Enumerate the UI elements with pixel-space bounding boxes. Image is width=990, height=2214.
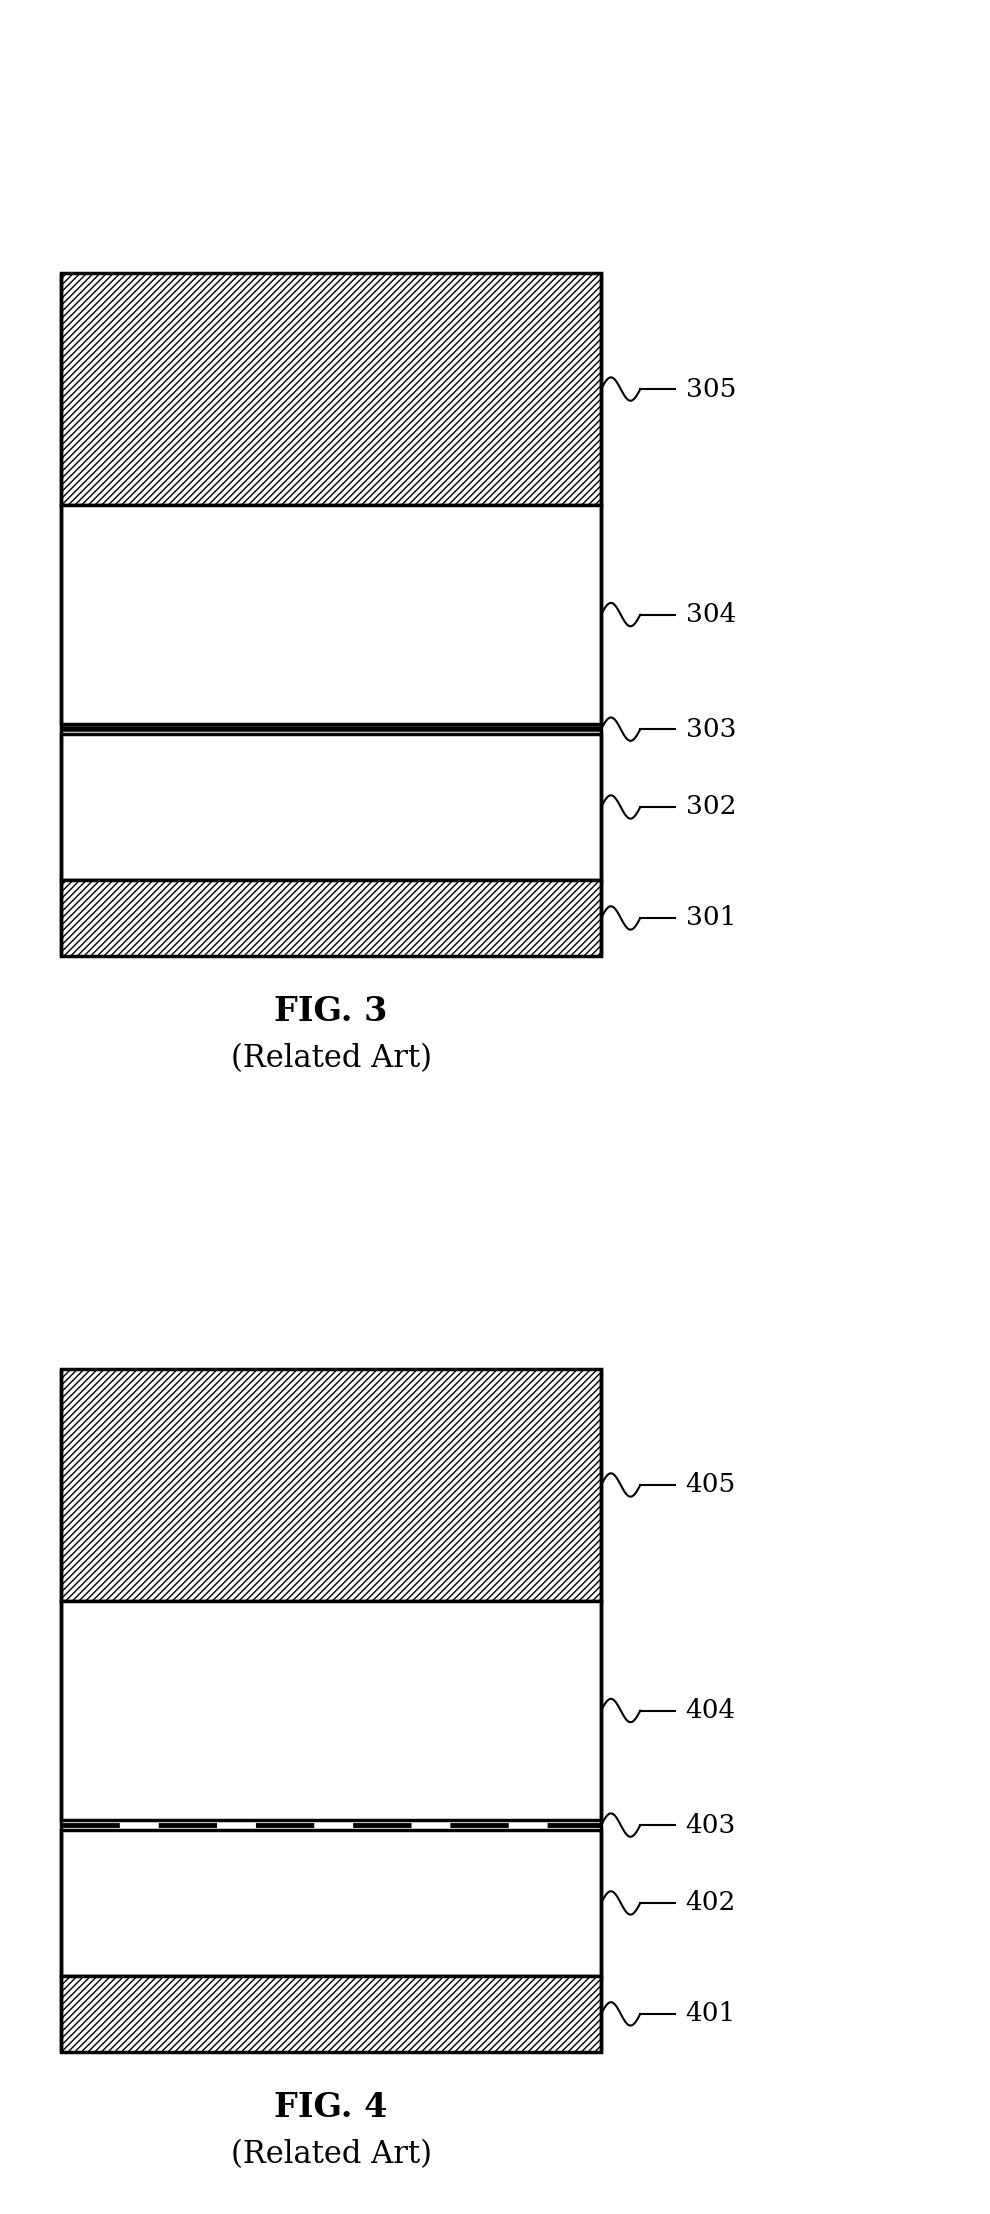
Text: (Related Art): (Related Art) — [231, 2139, 432, 2170]
Bar — [61, 879, 601, 956]
Text: 402: 402 — [686, 1891, 736, 1915]
Bar — [61, 1975, 601, 2052]
Bar — [61, 1368, 601, 1601]
Text: 302: 302 — [686, 795, 737, 819]
Bar — [61, 1829, 601, 1975]
Bar — [61, 733, 601, 879]
Bar — [61, 1975, 601, 2052]
Bar — [61, 1601, 601, 1820]
Bar — [61, 505, 601, 724]
Bar — [61, 879, 601, 956]
Text: 301: 301 — [686, 906, 736, 930]
Text: 404: 404 — [686, 1698, 736, 1722]
Text: 403: 403 — [686, 1813, 736, 1838]
Text: FIG. 3: FIG. 3 — [274, 996, 388, 1027]
Text: 401: 401 — [686, 2001, 736, 2026]
Text: 304: 304 — [686, 602, 736, 627]
Bar — [61, 272, 601, 505]
Text: 303: 303 — [686, 717, 737, 742]
Bar — [61, 1368, 601, 1601]
Bar — [61, 272, 601, 505]
Text: 305: 305 — [686, 376, 736, 401]
Text: 405: 405 — [686, 1472, 736, 1497]
Text: FIG. 4: FIG. 4 — [274, 2092, 388, 2123]
Text: (Related Art): (Related Art) — [231, 1043, 432, 1074]
